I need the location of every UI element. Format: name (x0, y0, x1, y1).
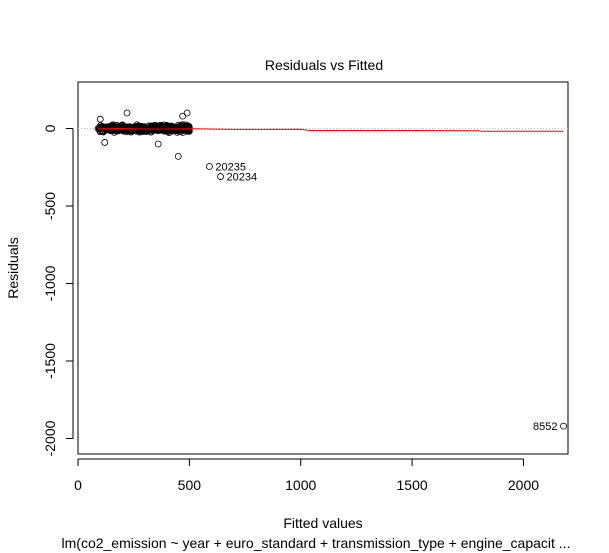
data-point (155, 126, 163, 134)
x-axis: 0 500 1000 1500 2000 (74, 458, 539, 493)
x-tick-label: 1000 (285, 477, 316, 493)
data-point (96, 115, 104, 123)
data-point (183, 109, 191, 117)
data-point (174, 152, 182, 160)
outlier-point (217, 173, 224, 180)
data-point (128, 123, 136, 131)
data-point (179, 112, 187, 120)
data-point (129, 124, 136, 132)
smoother-path (97, 127, 564, 132)
data-point (145, 125, 153, 132)
x-tick-label: 2000 (508, 477, 539, 493)
chart-title: Residuals vs Fitted (265, 57, 383, 73)
y-axis-label: Residuals (5, 237, 21, 298)
y-tick-label: -500 (42, 192, 58, 220)
data-points (94, 109, 567, 430)
x-axis-label: Fitted values (283, 515, 362, 531)
smoother-line (97, 127, 564, 132)
outlier-point (560, 422, 567, 430)
y-tick-label: -1000 (42, 265, 58, 301)
outlier-label: 20235 (215, 161, 246, 173)
data-point (114, 125, 122, 133)
y-tick-label: -2000 (42, 420, 58, 456)
y-tick-label: -1500 (42, 343, 58, 379)
outlier-point (206, 163, 213, 170)
x-tick-label: 0 (74, 477, 82, 493)
y-tick-label: 0 (42, 124, 58, 132)
data-point (101, 139, 109, 146)
x-tick-label: 500 (178, 477, 202, 493)
outlier-label: 20234 (227, 172, 258, 184)
data-point (185, 124, 192, 132)
data-point (143, 126, 151, 134)
data-point (96, 123, 104, 131)
model-formula-subtitle: lm(co2_emission ~ year + euro_standard +… (62, 535, 571, 551)
data-point (167, 126, 174, 134)
x-tick-label: 1500 (397, 477, 428, 493)
data-point (154, 140, 162, 148)
data-point (174, 121, 182, 129)
y-axis: 0 -500 -1000 -1500 -2000 (42, 124, 74, 456)
outlier-label: 8552 (533, 421, 557, 433)
data-point (136, 126, 144, 134)
plot-frame (77, 81, 569, 455)
data-point (123, 109, 131, 117)
